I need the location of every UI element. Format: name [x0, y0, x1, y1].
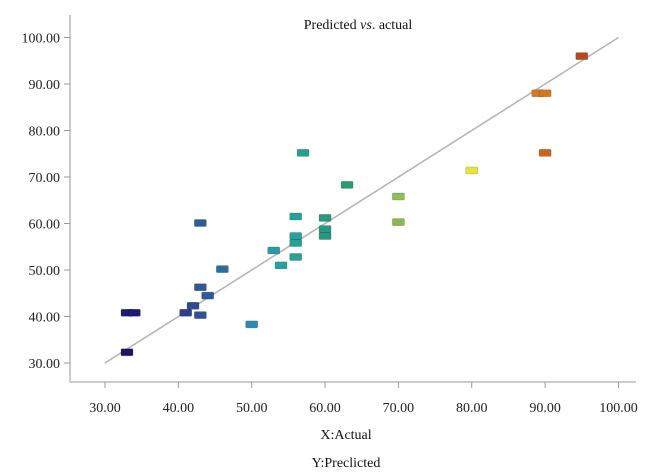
data-point	[575, 52, 589, 60]
x-tick-label: 90.00	[529, 401, 561, 416]
data-point	[538, 149, 552, 157]
y-axis-label: Y:Preclicted	[312, 456, 381, 471]
y-tick-label: 60.00	[29, 218, 61, 233]
x-tick-label: 80.00	[456, 401, 488, 416]
chart-title: Predicted vs. actual	[304, 18, 413, 33]
data-point	[194, 219, 207, 227]
data-point	[465, 166, 479, 175]
data-point	[296, 149, 310, 157]
data-point	[179, 308, 192, 317]
y-tick-label: 100.00	[22, 32, 61, 47]
data-point	[194, 311, 207, 319]
chart-title-main: Predicted	[304, 18, 360, 33]
y-tick-label: 90.00	[29, 78, 61, 93]
data-point	[274, 261, 288, 270]
data-point	[392, 192, 405, 201]
data-point	[289, 232, 303, 240]
x-ticks: 30.00 40.00 50.00 60.00 70.00 80.00 90.00 100.0…	[89, 382, 638, 416]
chart-title-end: . actual	[372, 18, 413, 33]
x-tick-label: 50.00	[236, 401, 268, 416]
x-tick-label: 70.00	[383, 401, 415, 416]
y-tick-label: 70.00	[29, 171, 61, 186]
data-point	[289, 212, 303, 221]
data-point	[267, 246, 281, 255]
data-point	[289, 253, 303, 261]
data-point	[392, 218, 405, 226]
data-point	[318, 225, 332, 233]
data-point	[201, 291, 214, 300]
data-point	[194, 283, 207, 292]
data-points	[120, 52, 589, 357]
data-point	[289, 239, 303, 247]
y-tick-label: 80.00	[29, 125, 61, 140]
chart-title-italic: vs	[360, 18, 372, 33]
data-point	[538, 89, 552, 98]
y-ticks: 30.00 40.00 50.00 60.00 70.00 80.00 90.00 100.0…	[22, 32, 70, 372]
x-tick-label: 40.00	[163, 401, 195, 416]
data-point	[128, 308, 141, 317]
y-tick-label: 30.00	[29, 357, 61, 372]
data-point	[340, 181, 354, 189]
x-tick-label: 100.00	[599, 401, 638, 416]
data-point	[245, 320, 258, 329]
data-point	[120, 348, 134, 357]
x-tick-label: 30.00	[89, 401, 121, 416]
data-point	[318, 214, 332, 222]
y-tick-label: 50.00	[29, 264, 61, 279]
data-point	[186, 302, 200, 310]
x-axis-label: X:Actual	[320, 428, 371, 443]
x-tick-label: 60.00	[309, 401, 341, 416]
y-tick-label: 40.00	[29, 311, 61, 326]
data-point	[216, 265, 229, 273]
data-point	[318, 232, 332, 240]
